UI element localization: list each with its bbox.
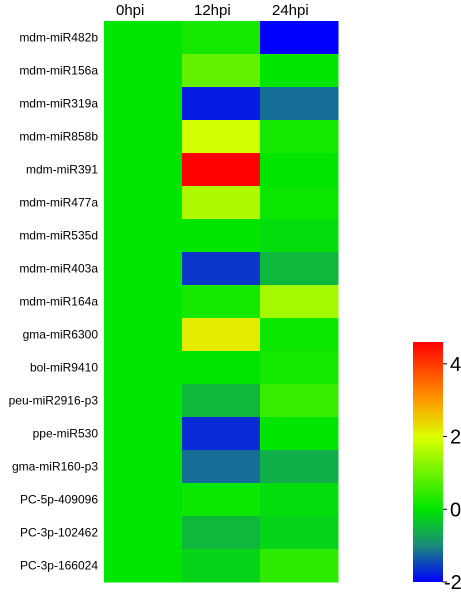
- row-label: PC-3p-166024: [20, 559, 98, 573]
- heatmap-cell: [260, 87, 339, 121]
- heatmap-cell: [182, 450, 261, 484]
- heatmap-cells: [104, 21, 339, 583]
- heatmap-cell: [182, 54, 261, 88]
- heatmap-cell: [260, 285, 339, 319]
- heatmap-cell: [260, 549, 339, 583]
- row-label: mdm-miR858b: [19, 130, 98, 144]
- heatmap-cell: [104, 351, 183, 385]
- heatmap-cell: [260, 21, 339, 55]
- color-scale-legend: 4 2 0 -2: [413, 342, 461, 592]
- heatmap-cell: [104, 87, 183, 121]
- heatmap-cell: [182, 516, 261, 550]
- row-label: bol-miR9410: [30, 361, 98, 375]
- row-label: gma-miR160-p3: [12, 460, 98, 474]
- heatmap-cell: [182, 252, 261, 286]
- row-label: PC-5p-409096: [20, 493, 98, 507]
- heatmap-cell: [104, 21, 183, 55]
- heatmap-cell: [182, 153, 261, 187]
- heatmap-cell: [104, 285, 183, 319]
- column-labels: 0hpi 12hpi 24hpi: [116, 2, 309, 19]
- row-label: mdm-miR156a: [19, 64, 98, 78]
- colorbar-tick-label: 4: [450, 354, 461, 376]
- heatmap-cell: [104, 516, 183, 550]
- heatmap-cell: [182, 417, 261, 451]
- row-label: mdm-miR391: [26, 163, 98, 177]
- row-label: mdm-miR535d: [19, 229, 98, 243]
- heatmap-cell: [104, 384, 183, 418]
- row-label: PC-3p-102462: [20, 526, 98, 540]
- heatmap-cell: [260, 186, 339, 220]
- heatmap-cell: [182, 483, 261, 517]
- heatmap-cell: [182, 318, 261, 352]
- heatmap-cell: [182, 351, 261, 385]
- heatmap-cell: [260, 219, 339, 253]
- heatmap-cell: [182, 21, 261, 55]
- heatmap-cell: [104, 549, 183, 583]
- heatmap-cell: [104, 153, 183, 187]
- heatmap-cell: [104, 54, 183, 88]
- heatmap-cell: [104, 186, 183, 220]
- heatmap-cell: [260, 153, 339, 187]
- heatmap-cell: [260, 54, 339, 88]
- heatmap-cell: [260, 483, 339, 517]
- row-label: mdm-miR403a: [19, 262, 98, 276]
- heatmap-cell: [182, 384, 261, 418]
- column-label: 12hpi: [194, 2, 231, 19]
- heatmap-cell: [260, 384, 339, 418]
- heatmap-cell: [182, 285, 261, 319]
- heatmap-cell: [104, 450, 183, 484]
- colorbar-gradient: [413, 342, 443, 582]
- heatmap-cell: [104, 120, 183, 154]
- heatmap-cell: [104, 219, 183, 253]
- colorbar-tick-label: 0: [450, 499, 461, 521]
- column-label: 24hpi: [272, 2, 309, 19]
- heatmap-cell: [260, 252, 339, 286]
- colorbar-tick-label: 2: [450, 427, 461, 449]
- heatmap-cell: [260, 318, 339, 352]
- heatmap-cell: [260, 450, 339, 484]
- heatmap-cell: [104, 318, 183, 352]
- heatmap-cell: [260, 417, 339, 451]
- row-label: mdm-miR482b: [19, 31, 98, 45]
- heatmap-cell: [182, 87, 261, 121]
- row-label: mdm-miR319a: [19, 97, 98, 111]
- row-label: mdm-miR477a: [19, 196, 98, 210]
- row-label: gma-miR6300: [23, 328, 99, 342]
- heatmap-cell: [182, 120, 261, 154]
- row-label: ppe-miR530: [33, 427, 99, 441]
- row-labels: mdm-miR482b mdm-miR156a mdm-miR319a mdm-miR…: [9, 31, 99, 573]
- heatmap-cell: [182, 186, 261, 220]
- heatmap-cell: [260, 120, 339, 154]
- heatmap-cell: [104, 252, 183, 286]
- heatmap-cell: [260, 516, 339, 550]
- heatmap-cell: [104, 483, 183, 517]
- heatmap-cell: [182, 549, 261, 583]
- heatmap-cell: [182, 219, 261, 253]
- row-label: peu-miR2916-p3: [9, 394, 99, 408]
- row-label: mdm-miR164a: [19, 295, 98, 309]
- heatmap-cell: [260, 351, 339, 385]
- column-label: 0hpi: [116, 2, 144, 19]
- heatmap-cell: [104, 417, 183, 451]
- colorbar-tick-label: -2: [444, 572, 461, 592]
